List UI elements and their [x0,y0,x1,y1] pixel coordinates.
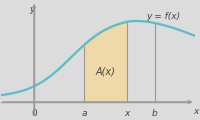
Text: y: y [30,5,35,14]
Text: A(x): A(x) [96,67,115,77]
Text: x: x [194,107,199,116]
Text: b: b [152,109,158,118]
Text: a: a [81,109,87,118]
Text: 0: 0 [31,109,37,118]
Text: x: x [124,109,130,118]
Text: y = f(x): y = f(x) [147,12,181,21]
